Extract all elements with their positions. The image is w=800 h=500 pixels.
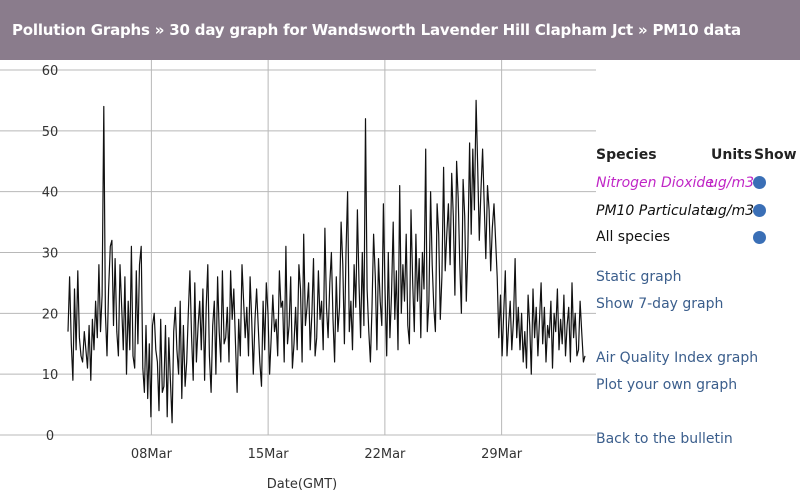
x-axis-label: Date(GMT) <box>267 477 337 492</box>
species-header: Species <box>596 147 657 163</box>
units-header: Units <box>711 147 753 163</box>
static-graph-link[interactable]: Static graph <box>596 269 682 285</box>
show-header: Show <box>754 147 797 163</box>
y-tick-label: 10 <box>42 368 59 383</box>
breadcrumb: Pollution Graphs » 30 day graph for Wand… <box>12 21 741 39</box>
show-all-species-toggle[interactable] <box>753 231 766 244</box>
y-tick-label: 30 <box>42 247 59 262</box>
show-nitrogen-dioxide-toggle[interactable] <box>753 176 766 189</box>
plot-own-graph-link[interactable]: Plot your own graph <box>596 377 738 393</box>
species-nitrogen-dioxide[interactable]: Nitrogen Dioxide <box>596 175 714 191</box>
x-tick-label: 22Mar <box>364 447 406 462</box>
y-tick-label: 0 <box>46 429 54 444</box>
units-nitrogen-dioxide: ug/m3 <box>709 175 755 191</box>
pm10-chart: 0 10 20 30 40 50 60 08Mar 15Mar 22Mar 29Mar Date(… <box>0 60 596 492</box>
y-tick-label: 40 <box>42 186 59 201</box>
x-tick-label: 15Mar <box>248 447 290 462</box>
header-bar: Pollution Graphs » 30 day graph for Wand… <box>0 0 800 60</box>
show-pm10-particulate-toggle[interactable] <box>753 204 766 217</box>
x-tick-label: 08Mar <box>131 447 173 462</box>
pm10-series-line <box>67 99 586 424</box>
aqi-graph-link[interactable]: Air Quality Index graph <box>596 350 759 366</box>
y-tick-label: 60 <box>42 64 59 79</box>
seven-day-graph-link[interactable]: Show 7-day graph <box>596 296 724 312</box>
back-to-bulletin-link[interactable]: Back to the bulletin <box>596 431 733 447</box>
species-pm10-particulate[interactable]: PM10 Particulate <box>596 203 715 219</box>
units-pm10-particulate: ug/m3 <box>709 203 755 219</box>
y-tick-label: 20 <box>42 307 59 322</box>
species-all[interactable]: All species <box>596 229 671 245</box>
y-tick-label: 50 <box>42 125 59 140</box>
x-tick-label: 29Mar <box>481 447 523 462</box>
